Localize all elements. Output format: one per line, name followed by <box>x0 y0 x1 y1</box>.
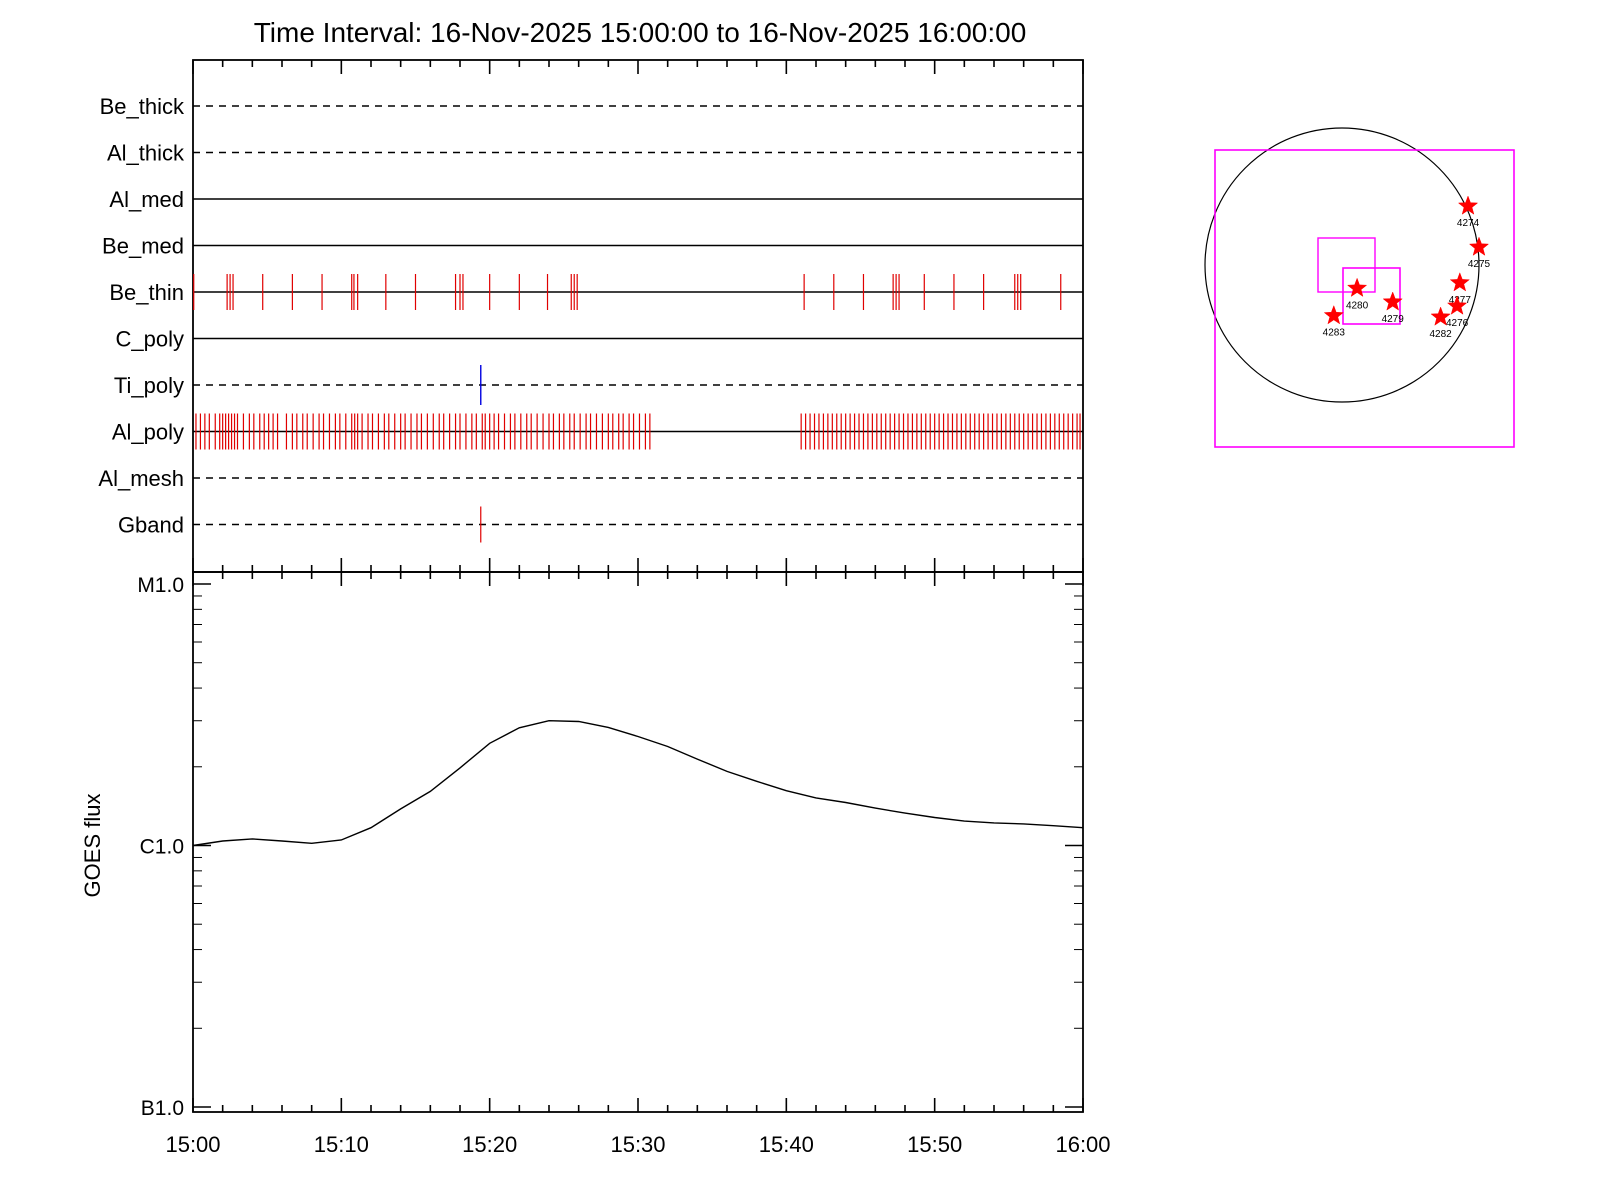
star-marker <box>1457 195 1479 215</box>
x-tick-label: 15:30 <box>610 1132 665 1157</box>
active-region-4277: 4277 <box>1449 272 1472 306</box>
channel-be-thin: Be_thin <box>109 274 1083 310</box>
star-marker <box>1346 277 1368 297</box>
active-region-4275: 4275 <box>1468 236 1491 270</box>
channel-label: C_poly <box>116 327 184 352</box>
fov-box-large <box>1214 149 1515 448</box>
active-region-4283: 4283 <box>1323 304 1346 339</box>
star-marker <box>1382 291 1403 311</box>
chart-title: Time Interval: 16-Nov-2025 15:00:00 to 1… <box>254 17 1027 48</box>
x-tick-label: 15:20 <box>462 1132 517 1157</box>
star-marker <box>1449 272 1470 292</box>
fov-box-small <box>1342 267 1401 325</box>
y-tick-label: M1.0 <box>137 574 184 597</box>
channel-ti-poly: Ti_poly <box>114 365 1083 405</box>
active-region-4282: 4282 <box>1430 306 1453 340</box>
channel-al-med: Al_med <box>109 187 1083 212</box>
channel-al-poly: Al_poly <box>112 413 1083 450</box>
star-marker <box>1323 304 1344 325</box>
star-marker <box>1446 295 1468 315</box>
channel-al-thick: Al_thick <box>107 141 1083 166</box>
timeline-panel: Be_thick Al_thick Al_med Be_med Be_thin C_pol… <box>98 59 1084 573</box>
channel-label: Be_med <box>102 234 184 259</box>
region-label: 4274 <box>1457 218 1480 229</box>
region-label: 4283 <box>1323 328 1346 339</box>
channel-gband: Gband <box>118 506 1083 543</box>
channel-label: Be_thick <box>100 94 185 119</box>
x-tick-label: 15:50 <box>907 1132 962 1157</box>
goes-flux-line <box>192 719 1084 847</box>
region-label: 4275 <box>1468 259 1491 270</box>
channel-be-med: Be_med <box>102 234 1083 259</box>
active-region-4274: 4274 <box>1457 195 1480 229</box>
y-axis-label: GOES flux <box>80 794 105 898</box>
channel-label: Al_poly <box>112 420 184 445</box>
x-tick-label: 15:10 <box>314 1132 369 1157</box>
channel-label: Be_thin <box>109 280 184 305</box>
region-label: 4282 <box>1430 329 1453 340</box>
channel-al-mesh: Al_mesh <box>98 466 1083 491</box>
goes-flux-panel: B1.0 C1.0 M1.0 GOES flux 15:00 15:10 15:20 15:3… <box>80 571 1111 1157</box>
channel-label: Al_med <box>109 187 184 212</box>
region-label: 4279 <box>1382 314 1405 325</box>
x-tick-label: 15:40 <box>759 1132 814 1157</box>
star-marker <box>1468 236 1490 256</box>
y-tick-label: C1.0 <box>140 836 184 859</box>
region-label: 4277 <box>1449 295 1472 306</box>
x-tick-label: 15:00 <box>165 1132 220 1157</box>
x-tick-label: 16:00 <box>1055 1132 1110 1157</box>
channel-be-thick: Be_thick <box>100 94 1083 119</box>
active-region-4280: 4280 <box>1346 277 1369 311</box>
channel-c-poly: C_poly <box>116 327 1083 352</box>
region-label: 4276 <box>1446 318 1469 329</box>
active-region-4279: 4279 <box>1382 291 1405 325</box>
star-marker <box>1430 306 1451 326</box>
y-tick-label: B1.0 <box>141 1097 184 1120</box>
channel-label: Al_thick <box>107 141 185 166</box>
solar-disk <box>1204 127 1480 403</box>
channel-label: Ti_poly <box>114 373 184 398</box>
active-region-4276: 4276 <box>1446 295 1469 329</box>
channel-label: Gband <box>118 513 184 538</box>
fov-box-small <box>1317 237 1376 293</box>
timeline-frame <box>192 59 1084 573</box>
channel-label: Al_mesh <box>98 466 184 491</box>
region-label: 4280 <box>1346 300 1369 311</box>
